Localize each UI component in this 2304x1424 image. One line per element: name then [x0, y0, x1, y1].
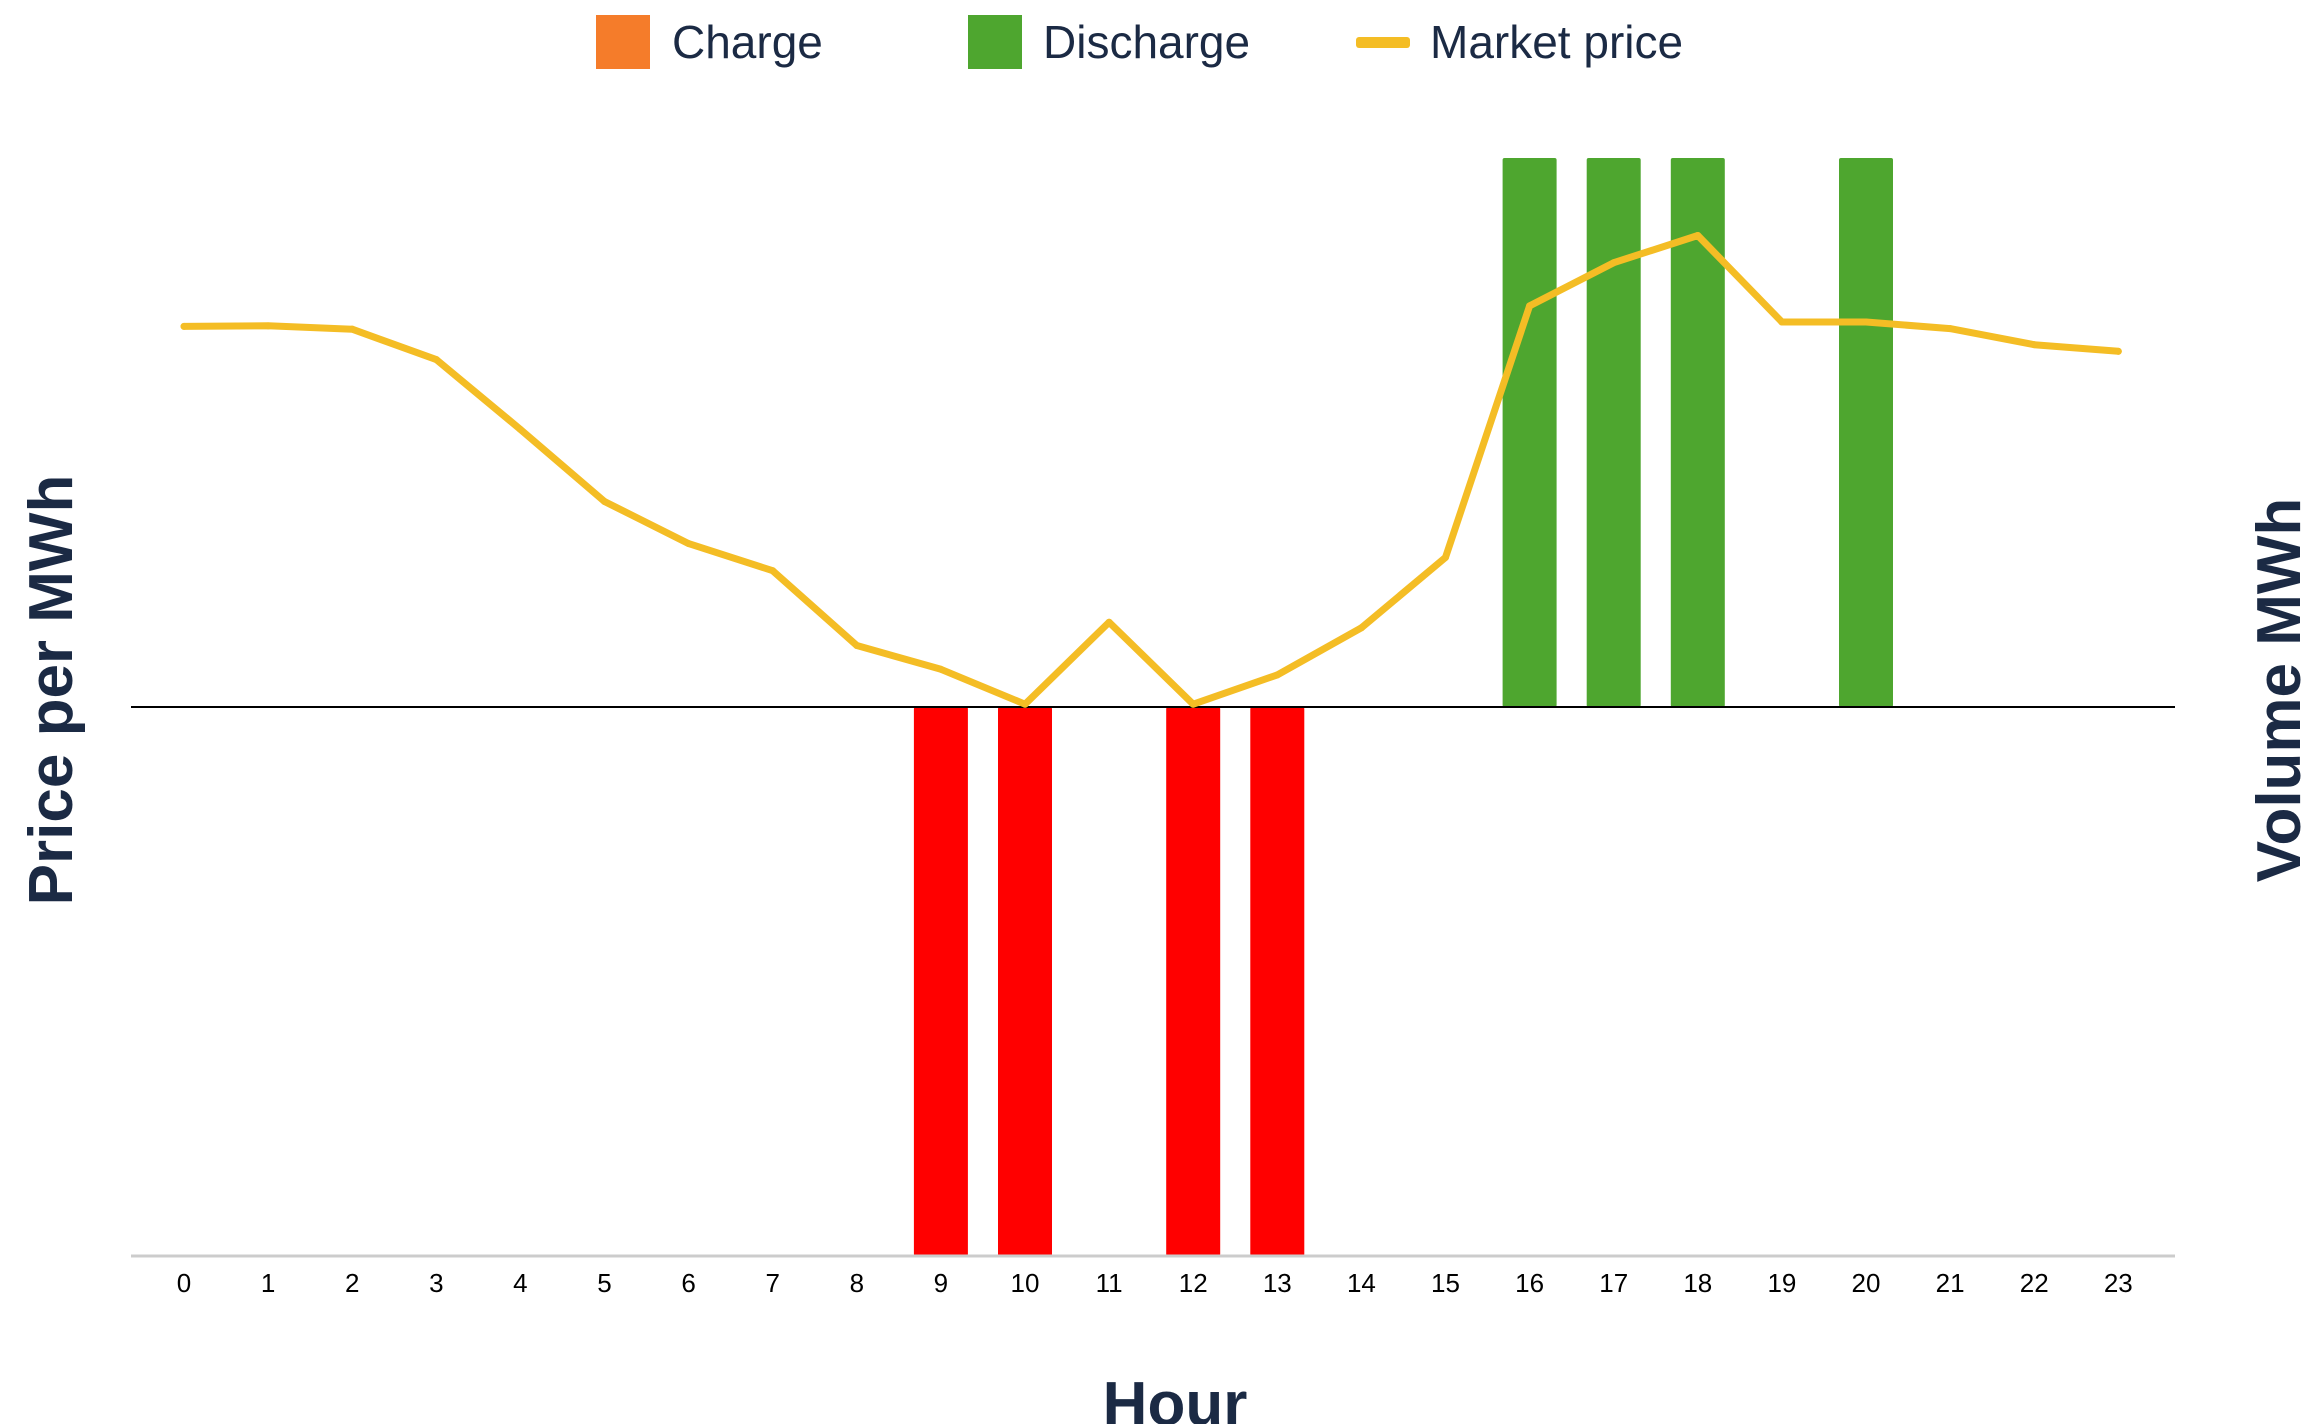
- market-price-point-hour-3: [432, 356, 440, 364]
- x-tick-label-4: 4: [513, 1268, 527, 1298]
- market-price-point-hour-14: [1357, 624, 1365, 632]
- legend-label-charge: Charge: [672, 16, 823, 68]
- x-tick-label-18: 18: [1683, 1268, 1712, 1298]
- market-price-point-hour-18: [1694, 232, 1702, 240]
- x-tick-label-0: 0: [177, 1268, 191, 1298]
- market-price-point-hour-20: [1862, 318, 1870, 326]
- market-price-point-hour-19: [1778, 318, 1786, 326]
- x-tick-labels: 0 1 2 3 4 5 6 7 8 9 10 11 12 13 14 15 16 17 18 19 20 21 22 23: [177, 1268, 2133, 1298]
- price-line-layer: [180, 232, 2122, 708]
- x-tick-label-14: 14: [1347, 1268, 1376, 1298]
- y-axis-title-left: Price per MWh: [17, 475, 86, 906]
- y-axis-title-right: Volume MWh: [2245, 498, 2304, 883]
- legend-item-market-price[interactable]: Market price: [1356, 16, 1683, 68]
- x-tick-label-21: 21: [1936, 1268, 1965, 1298]
- x-tick-label-1: 1: [261, 1268, 275, 1298]
- x-tick-label-9: 9: [934, 1268, 948, 1298]
- market-price-point-hour-5: [601, 497, 608, 505]
- market-price-point-hour-1: [264, 322, 272, 330]
- x-tick-label-23: 23: [2104, 1268, 2133, 1298]
- discharge-bar-hour-17: [1586, 158, 1641, 707]
- market-price-point-hour-10: [1021, 700, 1029, 708]
- x-axis-title: Hour: [1103, 1370, 1248, 1424]
- x-tick-label-7: 7: [765, 1268, 779, 1298]
- market-price-point-hour-2: [348, 325, 356, 333]
- market-price-point-hour-16: [1526, 302, 1534, 310]
- market-price-line: [180, 232, 2122, 708]
- x-tick-label-5: 5: [597, 1268, 611, 1298]
- x-tick-label-8: 8: [850, 1268, 864, 1298]
- market-price-point-hour-22: [2030, 341, 2038, 349]
- market-price-point-hour-13: [1273, 671, 1281, 679]
- market-price-point-hour-0: [180, 322, 188, 330]
- x-tick-label-13: 13: [1263, 1268, 1292, 1298]
- market-price-point-hour-21: [1946, 325, 1954, 333]
- charge-bar-hour-12: [1166, 707, 1221, 1256]
- legend-swatch-discharge: [968, 15, 1022, 69]
- legend: Charge Discharge Market price: [596, 15, 1683, 69]
- market-price-point-hour-6: [685, 540, 693, 548]
- x-tick-label-11: 11: [1096, 1268, 1123, 1298]
- legend-label-discharge: Discharge: [1043, 16, 1250, 68]
- market-price-point-hour-11: [1105, 618, 1113, 626]
- discharge-bar-hour-18: [1670, 158, 1725, 707]
- legend-swatch-market-price: [1356, 37, 1410, 48]
- market-price-point-hour-9: [937, 665, 945, 673]
- market-price-point-hour-15: [1442, 553, 1449, 561]
- bar-layer: [913, 158, 1893, 1256]
- charge-bar-hour-9: [913, 707, 968, 1256]
- x-tick-label-10: 10: [1011, 1268, 1040, 1298]
- market-price-point-hour-17: [1610, 259, 1618, 267]
- discharge-bar-hour-20: [1839, 158, 1893, 707]
- x-tick-label-2: 2: [345, 1268, 359, 1298]
- x-tick-label-17: 17: [1599, 1268, 1628, 1298]
- market-price-point-hour-7: [769, 567, 777, 575]
- x-tick-label-19: 19: [1767, 1268, 1796, 1298]
- legend-label-market-price: Market price: [1430, 16, 1683, 68]
- x-tick-label-15: 15: [1431, 1268, 1460, 1298]
- x-tick-label-16: 16: [1515, 1268, 1544, 1298]
- discharge-bar-hour-16: [1502, 158, 1557, 707]
- legend-item-charge[interactable]: Charge: [596, 15, 823, 69]
- x-tick-label-22: 22: [2020, 1268, 2049, 1298]
- legend-swatch-charge: [596, 15, 650, 69]
- charge-bar-hour-13: [1250, 707, 1305, 1256]
- x-tick-label-6: 6: [681, 1268, 695, 1298]
- charge-bar-hour-10: [998, 707, 1052, 1256]
- x-tick-label-20: 20: [1852, 1268, 1881, 1298]
- market-price-point-hour-23: [2114, 347, 2122, 355]
- market-price-point-hour-8: [853, 642, 861, 650]
- market-price-point-hour-4: [516, 425, 524, 433]
- market-price-point-hour-12: [1189, 700, 1197, 708]
- x-tick-label-3: 3: [429, 1268, 443, 1298]
- x-tick-label-12: 12: [1179, 1268, 1208, 1298]
- legend-item-discharge[interactable]: Discharge: [968, 15, 1250, 69]
